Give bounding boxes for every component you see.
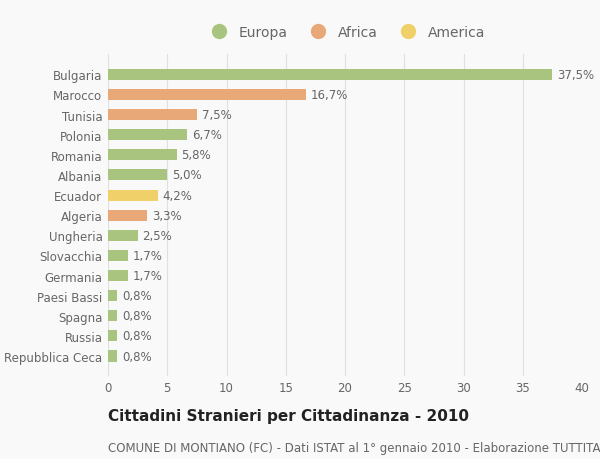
Text: 5,8%: 5,8% [181,149,211,162]
Text: 2,5%: 2,5% [142,230,172,242]
Bar [108,70,553,81]
Text: Cittadini Stranieri per Cittadinanza - 2010: Cittadini Stranieri per Cittadinanza - 2… [108,409,469,424]
Text: 5,0%: 5,0% [172,169,202,182]
Text: 1,7%: 1,7% [133,249,163,263]
Text: 37,5%: 37,5% [557,69,594,82]
Text: 3,3%: 3,3% [152,209,181,222]
Text: COMUNE DI MONTIANO (FC) - Dati ISTAT al 1° gennaio 2010 - Elaborazione TUTTITALI: COMUNE DI MONTIANO (FC) - Dati ISTAT al … [108,441,600,453]
Bar [108,90,306,101]
Bar [108,130,187,141]
Bar [108,250,128,262]
Bar [108,270,128,281]
Bar [108,230,137,241]
Bar [108,190,158,201]
Text: 0,8%: 0,8% [122,330,152,343]
Text: 0,8%: 0,8% [122,290,152,302]
Bar [108,170,167,181]
Text: 0,8%: 0,8% [122,350,152,363]
Text: 0,8%: 0,8% [122,310,152,323]
Text: 6,7%: 6,7% [192,129,222,142]
Text: 7,5%: 7,5% [202,109,232,122]
Bar [108,110,197,121]
Bar [108,210,147,221]
Bar [108,291,118,302]
Text: 4,2%: 4,2% [163,189,193,202]
Bar [108,311,118,322]
Text: 1,7%: 1,7% [133,269,163,282]
Legend: Europa, Africa, America: Europa, Africa, America [200,20,490,45]
Bar [108,330,118,341]
Text: 16,7%: 16,7% [311,89,348,102]
Bar [108,150,177,161]
Bar [108,351,118,362]
